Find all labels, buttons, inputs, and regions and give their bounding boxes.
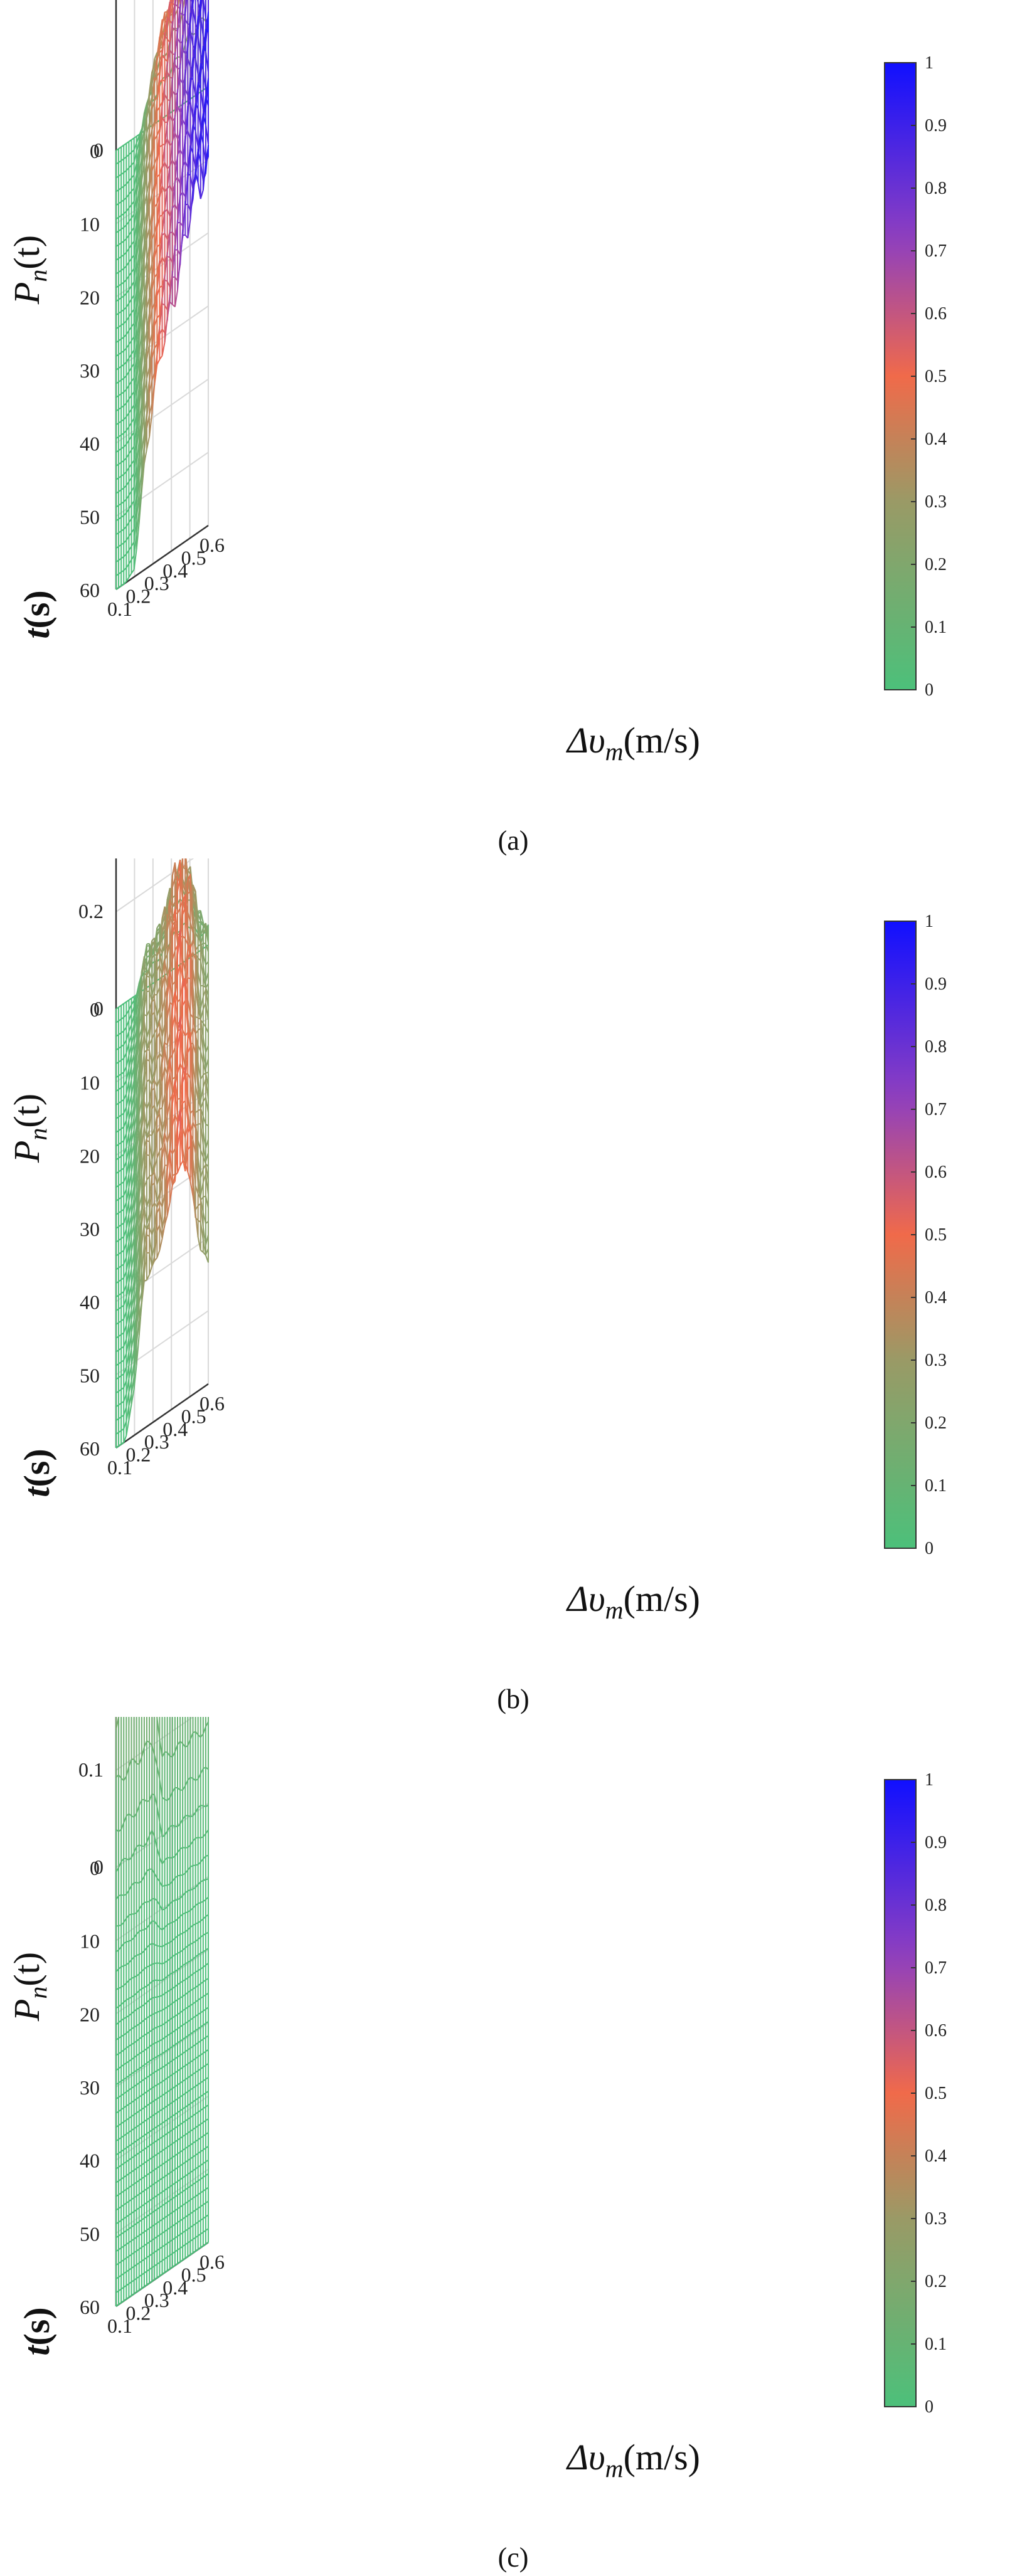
x-tick-label: 0.3 (144, 572, 169, 594)
colorbar-tick-label: 0.6 (925, 1163, 947, 1182)
colorbar-tick-label: 0.8 (925, 179, 947, 198)
colorbar-tick-label: 0.7 (925, 241, 947, 261)
x-axis-line (115, 1383, 209, 1449)
x-tick-label: 0.6 (200, 534, 225, 556)
colorbar-tick-label: 1 (925, 912, 934, 931)
panel-b: 0.10.20.30.40.50.6010203040506000.20.40.… (0, 858, 1027, 1717)
colorbar-tick-label: 0.6 (925, 304, 947, 324)
y-tick-label: 30 (80, 1218, 100, 1240)
z-axis-label: Pn(t) (6, 1094, 52, 1163)
y-tick-label: 0 (90, 140, 100, 162)
surface-chart-b: 0.10.20.30.40.50.6010203040506000.20.40.… (6, 858, 947, 1714)
mesh-line (169, 0, 171, 4)
colorbar-tick-label: 0.4 (925, 430, 947, 449)
x-axis-label: Δυm(m/s) (566, 720, 700, 766)
x-tick-label: 0.1 (107, 1456, 132, 1479)
y-tick-label: 30 (80, 359, 100, 382)
colorbar-tick-label: 0.5 (925, 1225, 947, 1245)
y-tick-label: 60 (80, 1437, 100, 1460)
colorbar-tick-label: 0.9 (925, 974, 947, 994)
y-tick-label: 20 (80, 1144, 100, 1167)
x-tick-label: 0.4 (162, 1418, 188, 1440)
colorbar-tick-label: 1 (925, 53, 934, 73)
axis-labels: Pn(t) t(s) Δυm(m/s) (6, 1094, 700, 1624)
colorbar-bar (884, 62, 917, 690)
y-tick-label: 50 (80, 1364, 100, 1386)
x-tick-label: 0.5 (181, 1405, 206, 1427)
y-tick-label: 10 (80, 213, 100, 236)
colorbar-tick-label: 0.3 (925, 492, 947, 512)
colorbar-tick-label: 0.5 (925, 367, 947, 386)
y-tick-label: 50 (80, 505, 100, 528)
colorbar: 0 0.1 0.2 0.3 0.4 0.5 0.6 0.7 0.8 0.9 1 (884, 53, 947, 700)
caption: (a) (498, 825, 529, 856)
x-tick-label: 0.1 (107, 598, 132, 620)
colorbar-tick-label: 0.7 (925, 1100, 947, 1119)
colorbar: 0 0.1 0.2 0.3 0.4 0.5 0.6 0.7 0.8 0.9 1 (884, 912, 947, 1558)
colorbar-tick-label: 0 (925, 680, 934, 700)
colorbar-tick-label: 0.8 (925, 1037, 947, 1057)
y-tick-label: 20 (80, 286, 100, 309)
x-tick-label: 0.2 (125, 1444, 151, 1466)
x-tick-label: 0.3 (144, 1430, 169, 1453)
z-axis-label: Pn(t) (6, 235, 52, 305)
x-tick-label: 0.2 (125, 585, 151, 608)
colorbar-tick-label: 0 (925, 1539, 934, 1558)
surface-mesh (115, 858, 209, 1449)
caption: (b) (497, 1684, 529, 1714)
colorbar-tick-label: 0.2 (925, 555, 947, 574)
axis-labels: Pn(t) t(s) Δυm(m/s) (6, 235, 700, 766)
gridline (115, 858, 194, 912)
tick-labels: 0.10.20.30.40.50.6010203040506000.20.40.… (78, 900, 225, 1479)
y-axis-label: t(s) (16, 590, 57, 638)
x-tick-label: 0.5 (181, 546, 206, 569)
x-tick-label: 0.4 (162, 559, 188, 582)
colorbar-tick-label: 0.9 (925, 116, 947, 135)
z-tick-label: 0 (93, 139, 104, 161)
y-axis-label: t(s) (16, 1449, 57, 1497)
colorbar-tick-label: 0.4 (925, 1288, 947, 1307)
x-axis-line (115, 524, 209, 591)
surface-chart-c: 0.10.20.30.40.50.6010203040506000.10.20.… (6, 1717, 947, 2573)
y-tick-label: 40 (80, 433, 100, 455)
surface-mesh (115, 0, 209, 590)
colorbar-tick-label: 0.2 (925, 1413, 947, 1433)
x-tick-label: 0.6 (200, 1392, 225, 1415)
z-tick-label: 0.2 (78, 900, 104, 922)
y-tick-label: 40 (80, 1291, 100, 1314)
y-tick-label: 10 (80, 1072, 100, 1094)
surface-mesh (115, 1717, 209, 2307)
colorbar-bar (884, 921, 917, 1549)
y-tick-label: 60 (80, 579, 100, 601)
y-tick-label: 0 (90, 998, 100, 1021)
colorbar-tick-label: 0.1 (925, 618, 947, 637)
x-axis-label: Δυm(m/s) (566, 1578, 700, 1624)
colorbar-tick-label: 0.1 (925, 1476, 947, 1496)
colorbar-tick-label: 0.3 (925, 1351, 947, 1370)
z-tick-label: 0 (93, 997, 104, 1020)
panel-c: 0.10.20.30.40.50.6010203040506000.10.20.… (0, 1717, 1027, 2575)
